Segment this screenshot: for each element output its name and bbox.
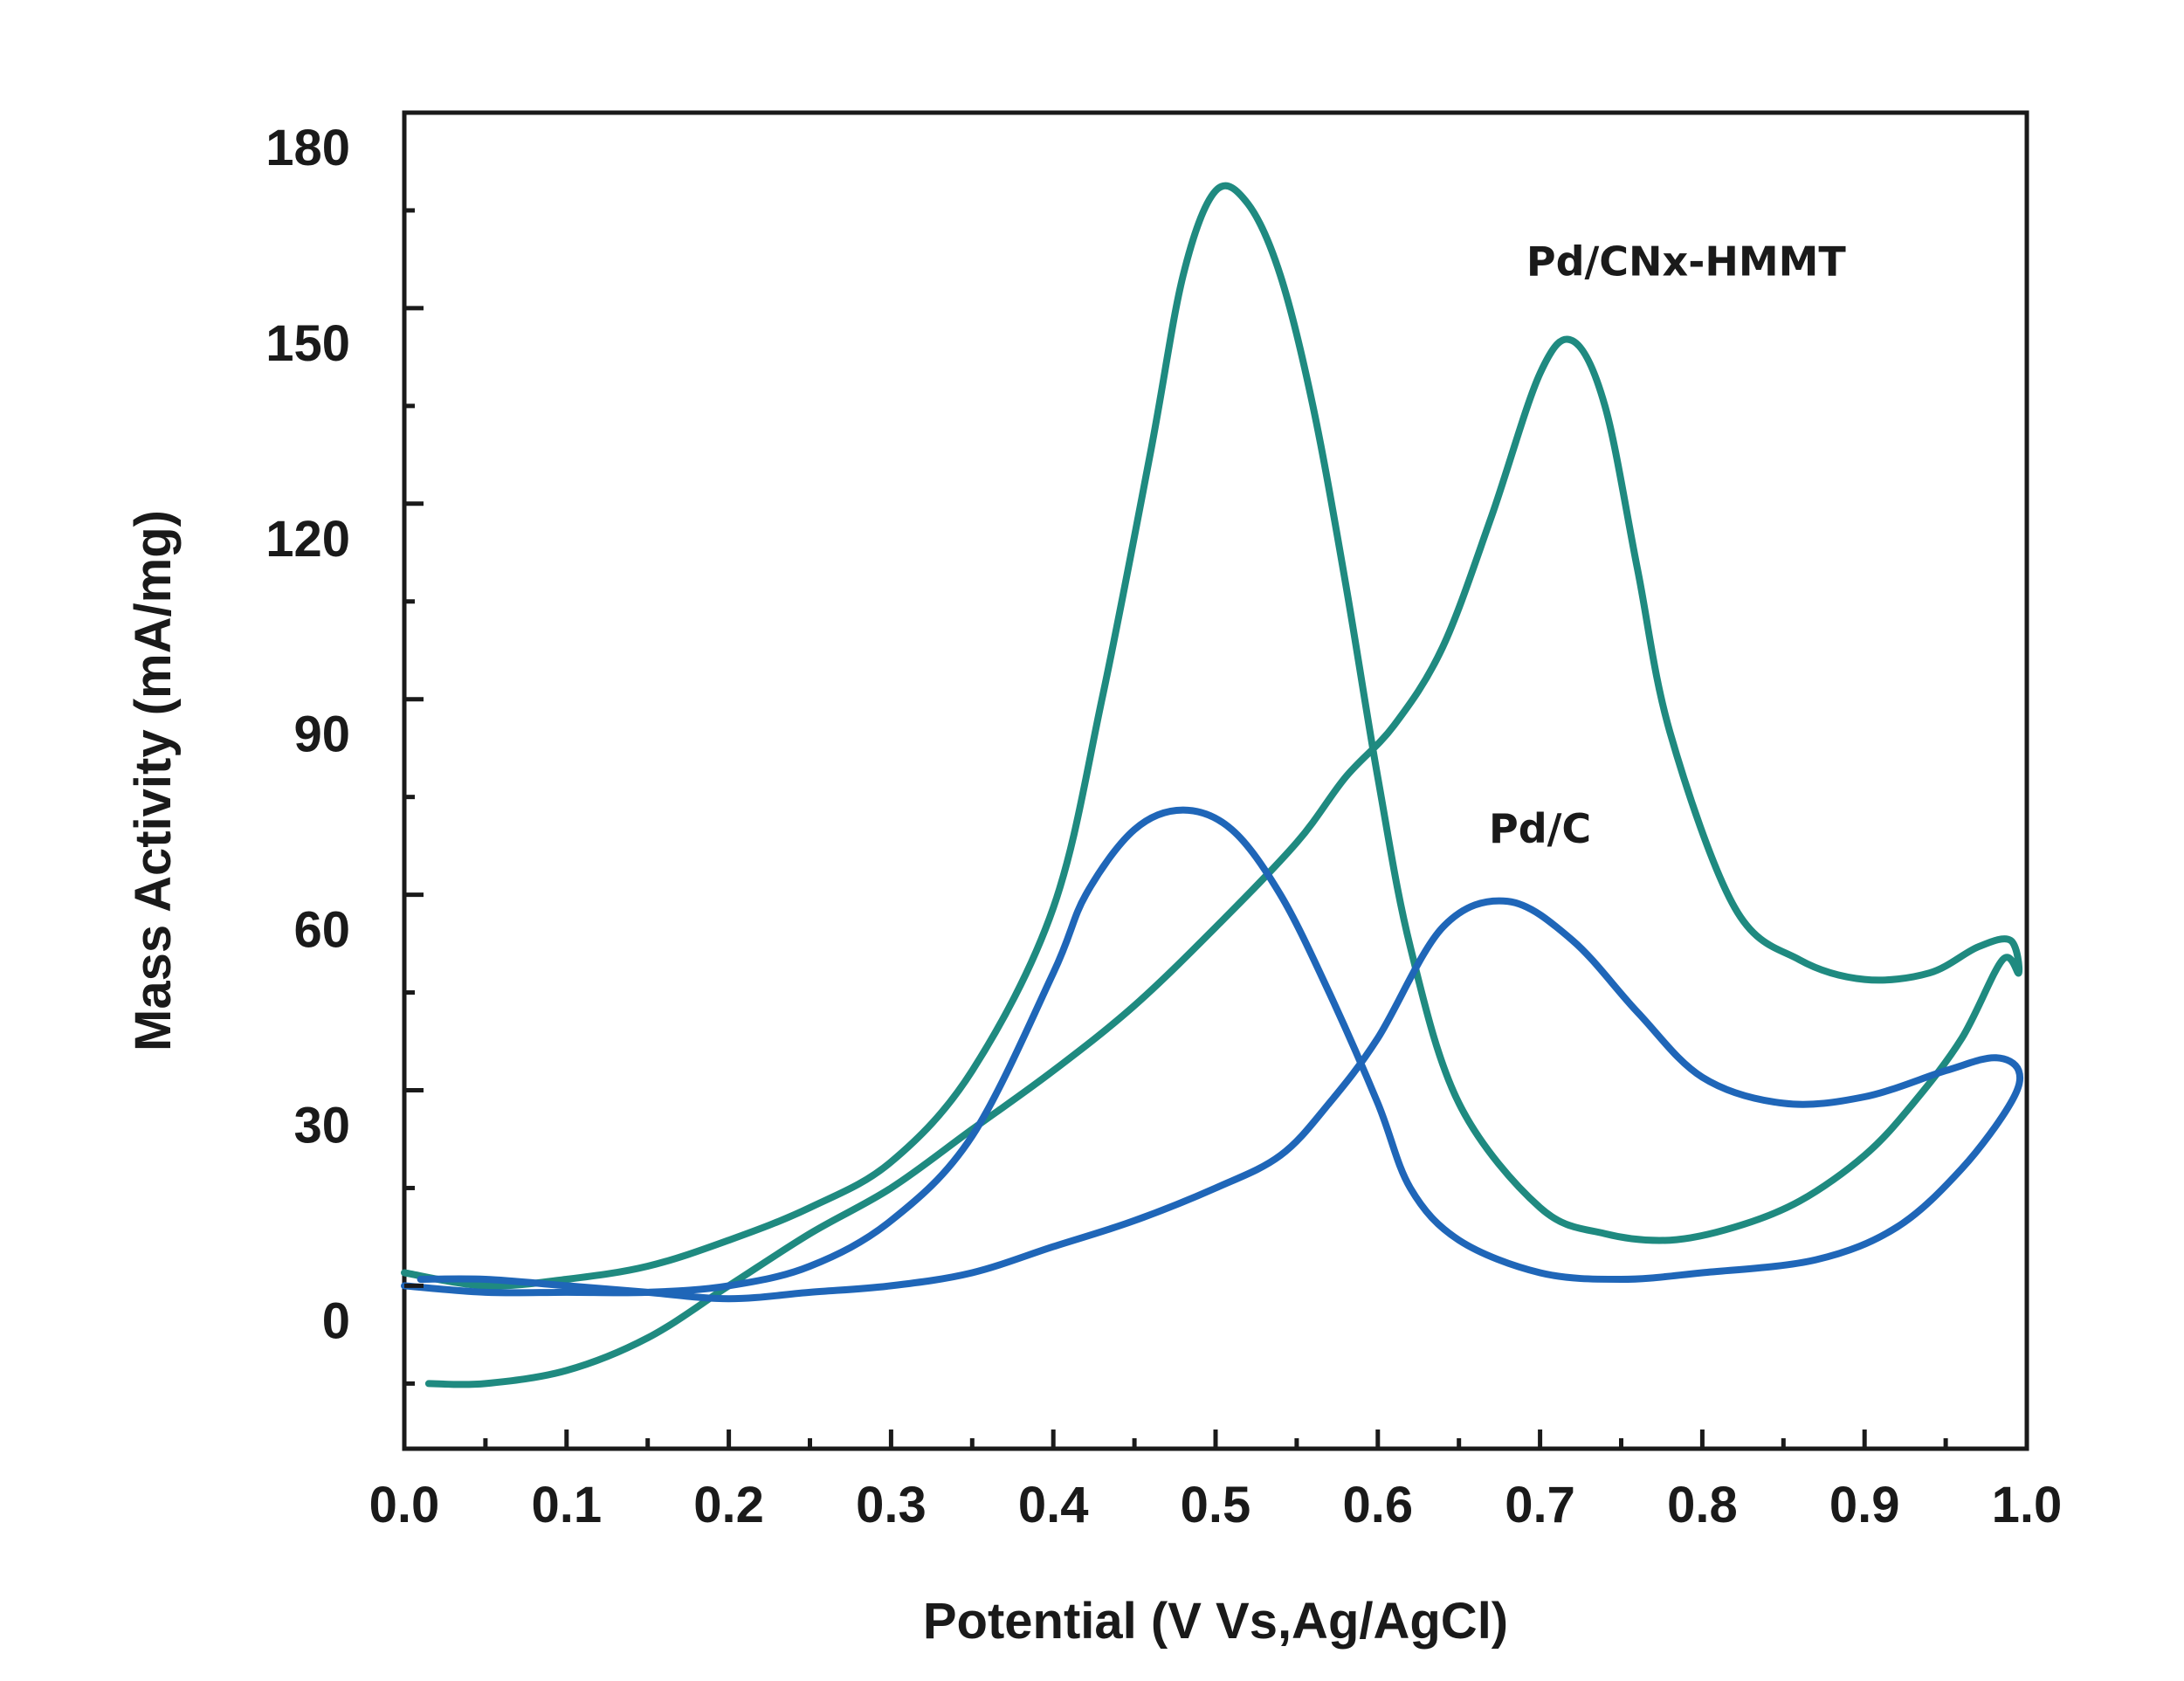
y-tick-label: 60: [293, 902, 350, 959]
y-tick-label: 90: [293, 706, 350, 763]
x-tick-label: 0.9: [1829, 1477, 1900, 1533]
y-tick-label: 180: [265, 120, 350, 176]
x-axis-title: Potential (V Vs,Ag/AgCl): [923, 1593, 1508, 1650]
series-label-pd-c: Pd/C: [1489, 805, 1591, 852]
x-tick-label: 0.5: [1181, 1477, 1251, 1533]
series-label-pd-cnx-hmmt: Pd/CNx-HMMT: [1526, 238, 1847, 286]
series-line-pd-c: [401, 806, 2024, 1303]
series-line-pd-cnx-hmmt: [401, 182, 2023, 1388]
x-tick-label: 1.0: [1992, 1477, 2063, 1533]
tick-layer: 0.0 0.1 0.2 0.3 0.4 0.5 0.6 0.7 0.8 0.9 1.0 0 30 60 90…: [265, 110, 2063, 1533]
x-tick-label: 0.2: [693, 1477, 764, 1533]
x-tick-label: 0.7: [1505, 1477, 1575, 1533]
y-tick-label: 120: [265, 511, 350, 568]
series-layer: [401, 182, 2024, 1388]
x-tick-label: 0.3: [856, 1477, 927, 1533]
y-axis-title: Mass Activity (mA/mg): [125, 510, 182, 1051]
y-tick-label: 0: [322, 1292, 350, 1349]
x-tick-label: 0.6: [1342, 1477, 1413, 1533]
x-tick-label: 0.1: [531, 1477, 602, 1533]
x-tick-label: 0.8: [1667, 1477, 1738, 1533]
x-tick-label: 0.0: [369, 1477, 440, 1533]
x-tick-label: 0.4: [1018, 1477, 1089, 1533]
y-tick-label: 30: [293, 1098, 350, 1154]
axes-frame: [402, 110, 2029, 1451]
y-tick-label: 150: [265, 315, 350, 372]
